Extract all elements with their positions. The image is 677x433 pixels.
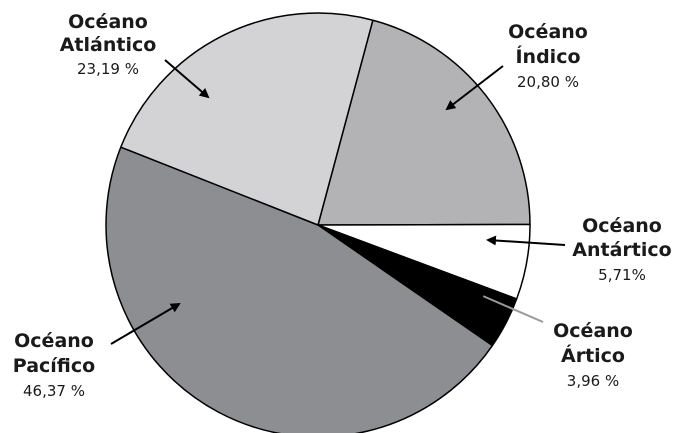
arrow-indico bbox=[445, 65, 504, 111]
label-arrows bbox=[110, 59, 566, 345]
arrow-pacifico bbox=[110, 302, 181, 345]
label-artico-value: 3,96 % bbox=[567, 372, 619, 390]
label-atlantico-value: 23,19 % bbox=[77, 60, 139, 78]
pie-slice-pacifico bbox=[105, 146, 494, 433]
label-antartico-line2: Antártico bbox=[572, 239, 671, 261]
label-atlantico-line1: Océano bbox=[68, 11, 148, 33]
label-antartico-value: 5,71% bbox=[598, 266, 646, 284]
label-indico-line2: Índico bbox=[515, 45, 580, 68]
label-artico-line1: Océano bbox=[553, 320, 633, 342]
label-indico: Océano Índico 20,80 % bbox=[508, 21, 588, 91]
label-pacifico: Océano Pacífico 46,37 % bbox=[13, 330, 95, 400]
label-artico-line2: Ártico bbox=[561, 344, 625, 367]
pie-slices bbox=[105, 12, 531, 433]
pie-slice-atlantico bbox=[120, 12, 374, 226]
label-atlantico: Océano Atlántico 23,19 % bbox=[60, 11, 157, 78]
label-antartico: Océano Antártico 5,71% bbox=[572, 215, 671, 284]
label-indico-value: 20,80 % bbox=[517, 73, 579, 91]
arrow-antartico bbox=[486, 235, 566, 246]
pie-slice-indico bbox=[317, 19, 531, 226]
label-pacifico-value: 46,37 % bbox=[23, 382, 85, 400]
arrow-atlantico bbox=[164, 59, 210, 99]
label-pacifico-line2: Pacífico bbox=[13, 355, 95, 377]
label-antartico-line1: Océano bbox=[582, 215, 662, 237]
arrow-artico bbox=[474, 291, 544, 323]
label-artico: Océano Ártico 3,96 % bbox=[553, 320, 633, 390]
label-atlantico-line2: Atlántico bbox=[60, 34, 157, 56]
label-pacifico-line1: Océano bbox=[14, 330, 94, 352]
label-indico-line1: Océano bbox=[508, 21, 588, 43]
